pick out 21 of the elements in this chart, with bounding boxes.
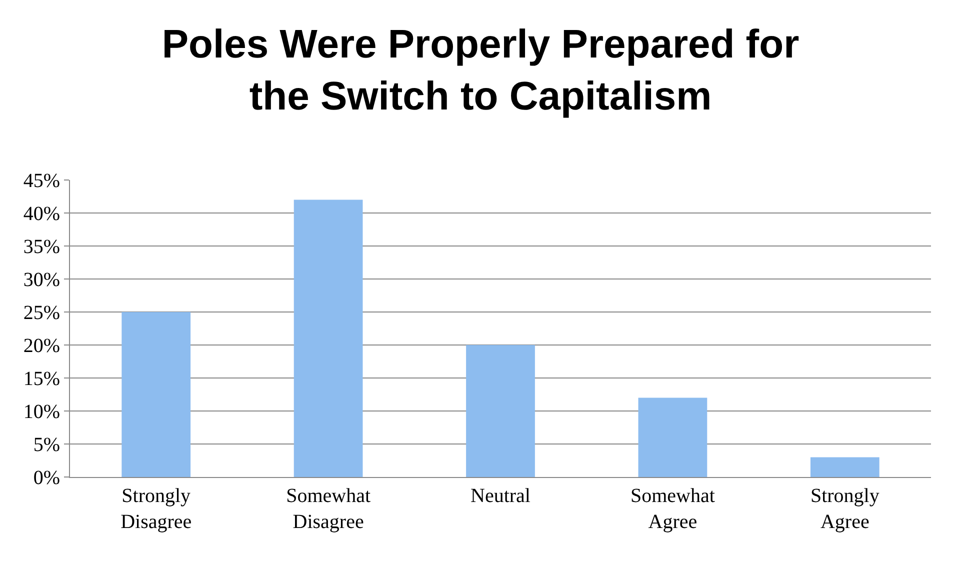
bar	[638, 398, 708, 477]
y-tick-label: 20%	[23, 335, 60, 357]
y-tick-label: 15%	[23, 368, 60, 390]
y-tick-label: 40%	[23, 203, 60, 225]
y-tick-label: 25%	[23, 302, 60, 324]
x-tick-label: Somewhat Disagree	[286, 485, 371, 533]
y-tick-label: 35%	[23, 236, 60, 258]
chart-title: Poles Were Properly Prepared for the Switch to Capitalism	[162, 22, 800, 119]
y-tick-label: 45%	[23, 170, 60, 192]
bar	[810, 457, 880, 477]
y-tick-label: 10%	[23, 401, 60, 423]
y-tick-label: 0%	[33, 467, 60, 489]
y-tick-label: 5%	[33, 434, 60, 456]
x-tick-label: Somewhat Agree	[630, 485, 716, 533]
bar	[122, 312, 191, 477]
bar	[294, 200, 363, 477]
x-tick-label: Strongly Agree	[810, 485, 880, 533]
x-tick-label: Neutral	[470, 485, 531, 507]
y-tick-label: 30%	[23, 269, 60, 291]
bar	[466, 345, 535, 477]
x-tick-label: Strongly Disagree	[120, 485, 192, 533]
